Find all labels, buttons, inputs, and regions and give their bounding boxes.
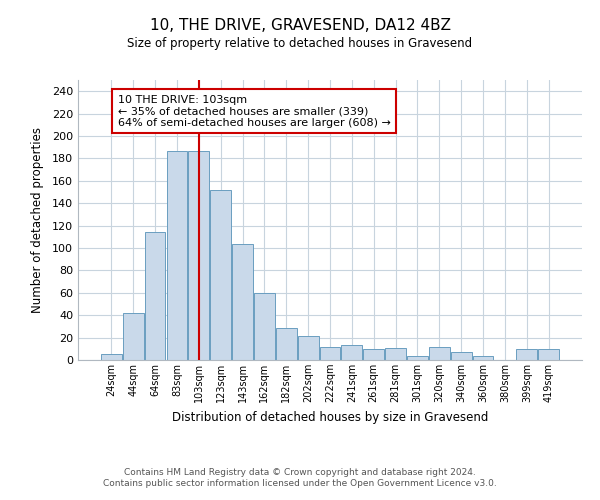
Bar <box>254 293 275 360</box>
X-axis label: Distribution of detached houses by size in Gravesend: Distribution of detached houses by size … <box>172 410 488 424</box>
Bar <box>123 313 143 360</box>
Bar <box>167 150 187 360</box>
Bar <box>188 150 209 360</box>
Bar <box>210 190 231 360</box>
Bar <box>429 346 450 360</box>
Bar <box>473 356 493 360</box>
Bar <box>341 346 362 360</box>
Y-axis label: Number of detached properties: Number of detached properties <box>31 127 44 313</box>
Text: Size of property relative to detached houses in Gravesend: Size of property relative to detached ho… <box>127 38 473 51</box>
Bar <box>407 356 428 360</box>
Text: 10, THE DRIVE, GRAVESEND, DA12 4BZ: 10, THE DRIVE, GRAVESEND, DA12 4BZ <box>149 18 451 32</box>
Bar <box>298 336 319 360</box>
Bar <box>145 232 166 360</box>
Bar <box>232 244 253 360</box>
Bar <box>385 348 406 360</box>
Bar <box>364 349 384 360</box>
Bar <box>276 328 296 360</box>
Bar <box>538 349 559 360</box>
Text: Contains HM Land Registry data © Crown copyright and database right 2024.
Contai: Contains HM Land Registry data © Crown c… <box>103 468 497 487</box>
Text: 10 THE DRIVE: 103sqm
← 35% of detached houses are smaller (339)
64% of semi-deta: 10 THE DRIVE: 103sqm ← 35% of detached h… <box>118 94 391 128</box>
Bar <box>101 354 122 360</box>
Bar <box>517 349 537 360</box>
Bar <box>320 346 340 360</box>
Bar <box>451 352 472 360</box>
